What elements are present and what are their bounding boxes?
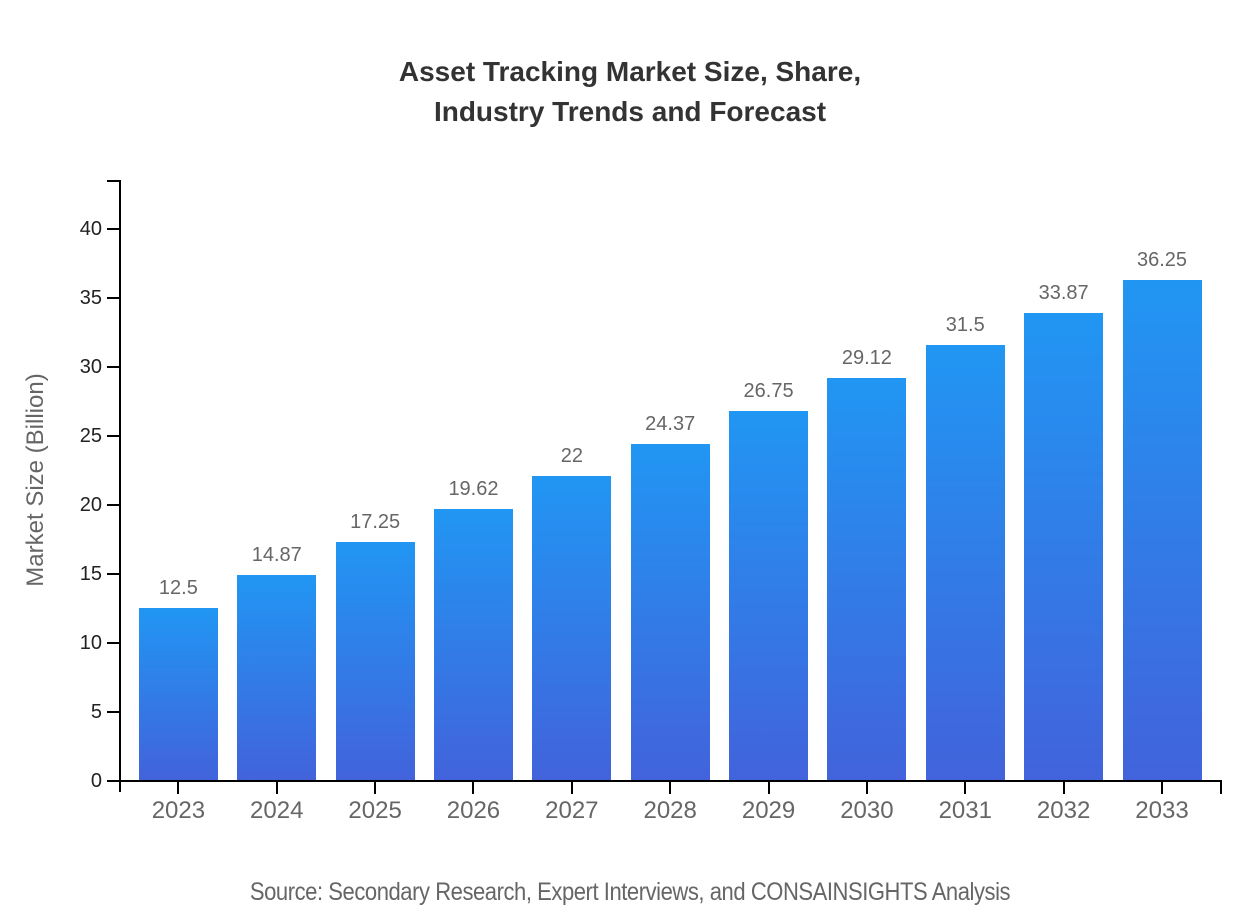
x-tick-label: 2028 [643,797,697,824]
bar-value-label: 36.25 [1136,248,1188,271]
bar-value-label: 33.87 [1038,281,1089,304]
y-axis-end-cap [107,180,120,182]
y-axis-line [119,180,121,792]
x-tick-label: 2026 [446,797,501,824]
y-tick [107,297,120,299]
y-tick-label: 10 [79,632,102,654]
bar-value-label: 26.75 [743,379,794,402]
bar [1122,279,1202,780]
x-tick [472,781,475,794]
y-tick [107,780,120,782]
bar [237,574,317,780]
x-tick-label: 2030 [840,797,894,824]
chart-title-line1: Asset Tracking Market Size, Share, [398,56,862,87]
y-tick-label: 15 [79,563,102,585]
x-tick [1062,781,1065,794]
x-tick-label: 2033 [1135,797,1189,824]
x-tick-label: 2032 [1036,797,1091,824]
source-note: Source: Secondary Research, Expert Inter… [249,878,1011,906]
bar [630,443,710,780]
x-tick [964,781,967,794]
x-tick-label: 2031 [938,797,992,824]
bar-value-label: 24.37 [645,412,696,435]
x-tick-label: 2027 [545,797,599,824]
bar [827,378,907,780]
x-tick [570,781,573,794]
bar-value-label: 31.5 [945,314,985,337]
y-tick [107,711,120,713]
y-axis-title: Market Size (Billion) [22,373,49,587]
x-tick [669,781,672,794]
y-tick-label: 0 [90,770,102,792]
bar [729,410,809,780]
y-tick [107,366,120,368]
y-tick [107,435,120,437]
x-tick [767,781,770,794]
x-tick [275,781,278,794]
bar [1024,312,1104,780]
y-tick-label: 25 [79,425,102,447]
bar-value-label: 29.12 [841,347,892,370]
x-tick-label: 2029 [741,797,796,824]
chart-title: Asset Tracking Market Size, Share, Indus… [0,52,1260,132]
bar-value-label: 19.62 [448,478,499,501]
y-tick-label: 35 [79,287,102,309]
bar [925,345,1005,780]
x-tick-label: 2025 [348,797,402,824]
chart-title-line2: Industry Trends and Forecast [433,96,827,127]
y-tick-label: 40 [79,218,102,240]
bar-value-label: 17.25 [350,510,401,533]
bar-value-label: 12.5 [158,576,198,599]
bar [138,607,218,780]
y-tick-label: 5 [90,701,102,723]
x-axis-line [107,780,1222,782]
bar-value-label: 14.87 [251,543,302,566]
y-tick-label: 30 [79,356,102,378]
x-tick [177,781,180,794]
x-axis-end-cap [1220,780,1222,794]
y-tick [107,228,120,230]
y-tick [107,642,120,644]
x-tick [374,781,377,794]
x-tick-label: 2023 [151,797,206,824]
bar [433,509,513,780]
y-tick-label: 20 [79,494,102,516]
bar-value-label: 22 [560,445,583,468]
y-tick [107,504,120,506]
x-tick-label: 2024 [250,797,304,824]
x-tick [865,781,868,794]
bar [335,541,415,780]
bar [532,476,612,780]
y-tick [107,573,120,575]
x-tick [1161,781,1163,794]
